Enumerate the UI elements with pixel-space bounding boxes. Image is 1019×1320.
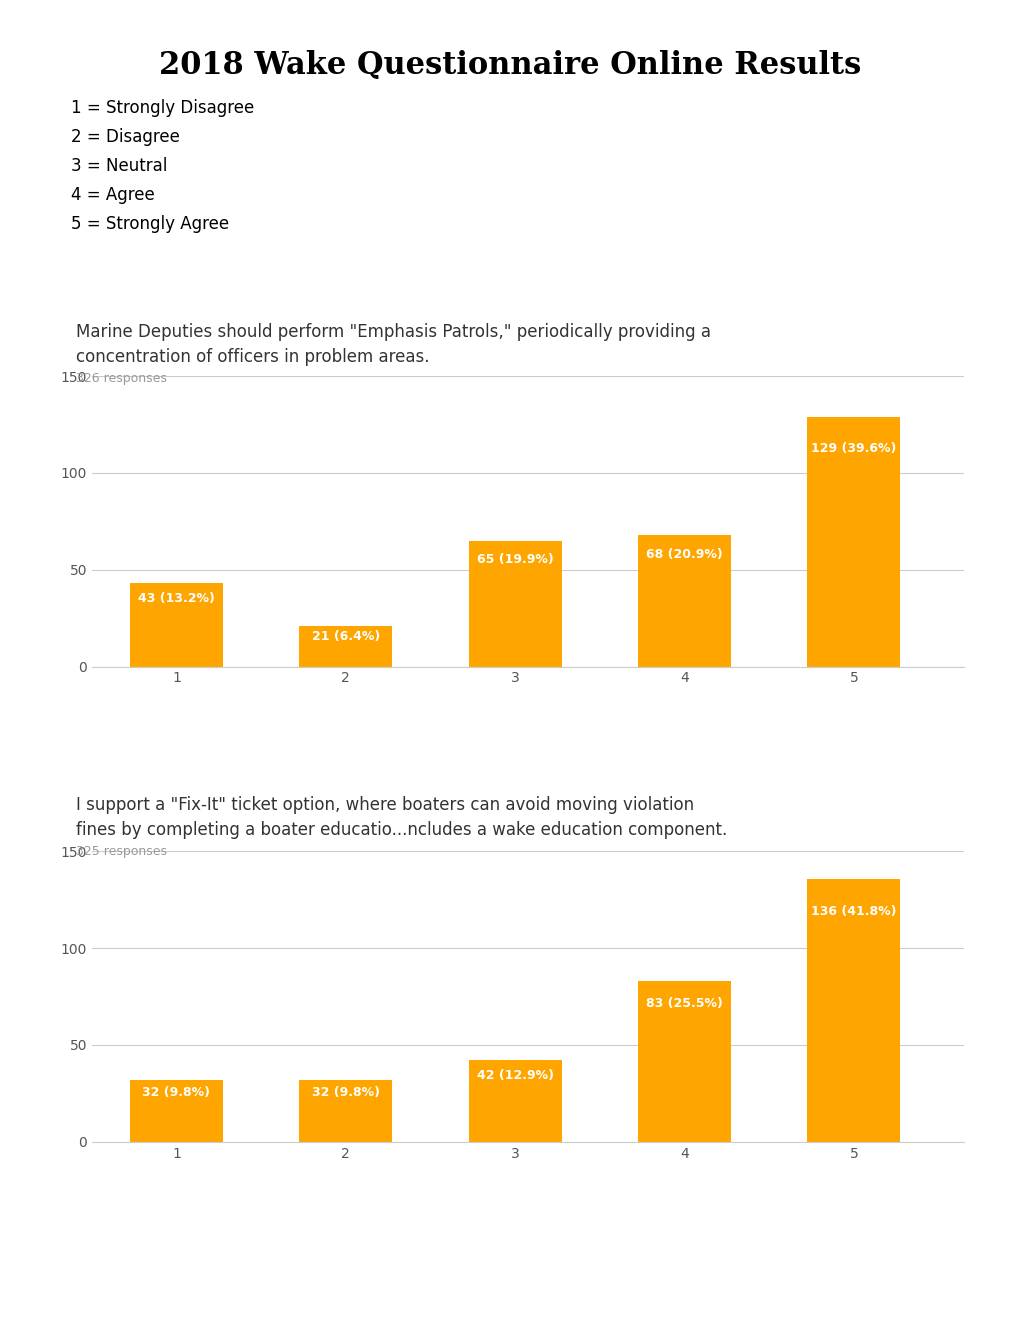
- Text: 325 responses: 325 responses: [76, 845, 167, 858]
- Text: Marine Deputies should perform "Emphasis Patrols," periodically providing a
conc: Marine Deputies should perform "Emphasis…: [76, 323, 711, 367]
- Text: 2 = Disagree: 2 = Disagree: [71, 128, 180, 147]
- Bar: [468, 541, 561, 667]
- Bar: [468, 1060, 561, 1142]
- Text: 3 = Neutral: 3 = Neutral: [71, 157, 167, 176]
- Bar: [637, 981, 731, 1142]
- Text: 5 = Strongly Agree: 5 = Strongly Agree: [71, 215, 229, 234]
- Bar: [806, 879, 900, 1142]
- Text: 2018 Wake Questionnaire Online Results: 2018 Wake Questionnaire Online Results: [159, 50, 860, 81]
- Text: 83 (25.5%): 83 (25.5%): [645, 997, 722, 1010]
- Text: 4 = Agree: 4 = Agree: [71, 186, 155, 205]
- Text: I support a "Fix-It" ticket option, where boaters can avoid moving violation
fin: I support a "Fix-It" ticket option, wher…: [76, 796, 727, 840]
- Text: 136 (41.8%): 136 (41.8%): [810, 904, 896, 917]
- Text: 42 (12.9%): 42 (12.9%): [476, 1069, 553, 1081]
- Text: 32 (9.8%): 32 (9.8%): [143, 1086, 210, 1100]
- Text: 129 (39.6%): 129 (39.6%): [810, 442, 896, 455]
- Text: 43 (13.2%): 43 (13.2%): [138, 591, 215, 605]
- Text: 1 = Strongly Disagree: 1 = Strongly Disagree: [71, 99, 255, 117]
- Bar: [806, 417, 900, 667]
- Text: 326 responses: 326 responses: [76, 372, 167, 385]
- Text: 21 (6.4%): 21 (6.4%): [312, 630, 379, 643]
- Text: 32 (9.8%): 32 (9.8%): [312, 1086, 379, 1100]
- Bar: [637, 535, 731, 667]
- Bar: [129, 583, 223, 667]
- Bar: [129, 1080, 223, 1142]
- Text: 68 (20.9%): 68 (20.9%): [645, 548, 722, 561]
- Bar: [299, 1080, 392, 1142]
- Bar: [299, 626, 392, 667]
- Text: 65 (19.9%): 65 (19.9%): [476, 553, 553, 566]
